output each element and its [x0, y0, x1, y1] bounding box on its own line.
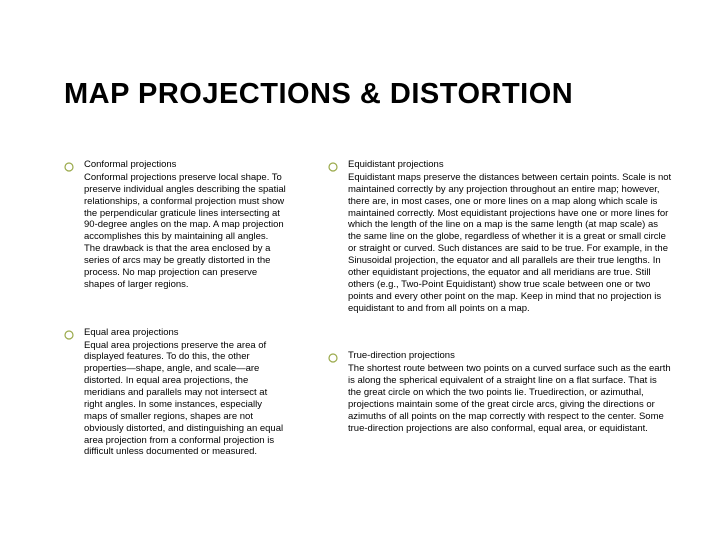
- page-title: MAP PROJECTIONS & DISTORTION: [64, 78, 684, 111]
- bullet-icon: [64, 330, 74, 459]
- list-item: True-direction projections The shortest …: [328, 350, 672, 434]
- item-body: Conformal projections preserve local sha…: [84, 172, 286, 291]
- list-item: Equidistant projections Equidistant maps…: [328, 159, 672, 314]
- item-heading: True-direction projections: [348, 350, 672, 362]
- column-left: Conformal projections Conformal projecti…: [64, 159, 286, 494]
- item-heading: Equal area projections: [84, 327, 286, 339]
- bullet-icon: [328, 162, 338, 314]
- list-item: Conformal projections Conformal projecti…: [64, 159, 286, 291]
- item-content: Equidistant projections Equidistant maps…: [348, 159, 672, 314]
- item-heading: Equidistant projections: [348, 159, 672, 171]
- item-content: True-direction projections The shortest …: [348, 350, 672, 434]
- bullet-icon: [328, 353, 338, 434]
- list-item: Equal area projections Equal area projec…: [64, 327, 286, 459]
- slide: MAP PROJECTIONS & DISTORTION Conformal p…: [0, 0, 720, 540]
- item-heading: Conformal projections: [84, 159, 286, 171]
- item-content: Conformal projections Conformal projecti…: [84, 159, 286, 291]
- item-body: Equal area projections preserve the area…: [84, 340, 286, 459]
- column-right: Equidistant projections Equidistant maps…: [328, 159, 684, 494]
- columns: Conformal projections Conformal projecti…: [64, 159, 684, 494]
- item-body: Equidistant maps preserve the distances …: [348, 172, 672, 315]
- bullet-icon: [64, 162, 74, 291]
- item-content: Equal area projections Equal area projec…: [84, 327, 286, 459]
- item-body: The shortest route between two points on…: [348, 363, 672, 434]
